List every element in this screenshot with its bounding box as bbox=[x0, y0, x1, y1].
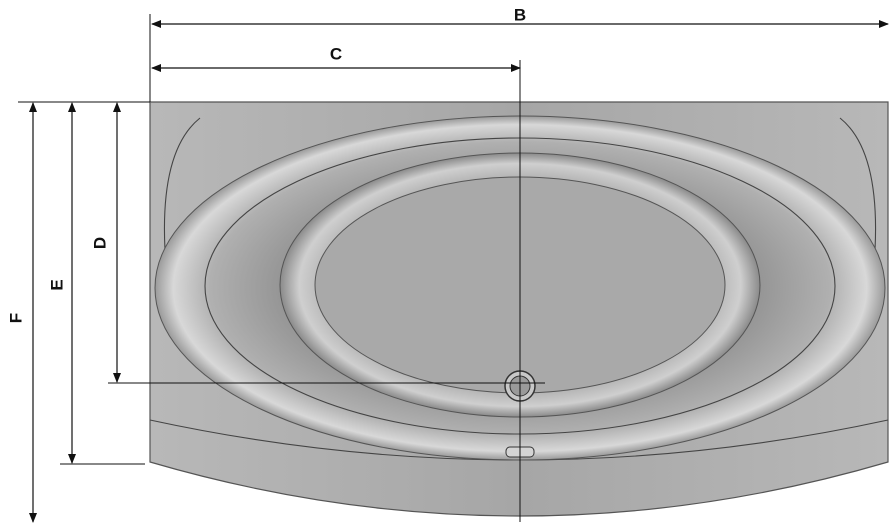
dimension-label: D bbox=[90, 237, 109, 249]
dimension-label: E bbox=[47, 279, 66, 290]
extension-lines bbox=[18, 14, 545, 522]
dimension-label: F bbox=[6, 313, 25, 323]
dimension-arrows bbox=[29, 20, 889, 523]
bathtub bbox=[149, 101, 889, 517]
dimension-label: C bbox=[330, 44, 342, 63]
dimension-label: B bbox=[514, 5, 526, 24]
